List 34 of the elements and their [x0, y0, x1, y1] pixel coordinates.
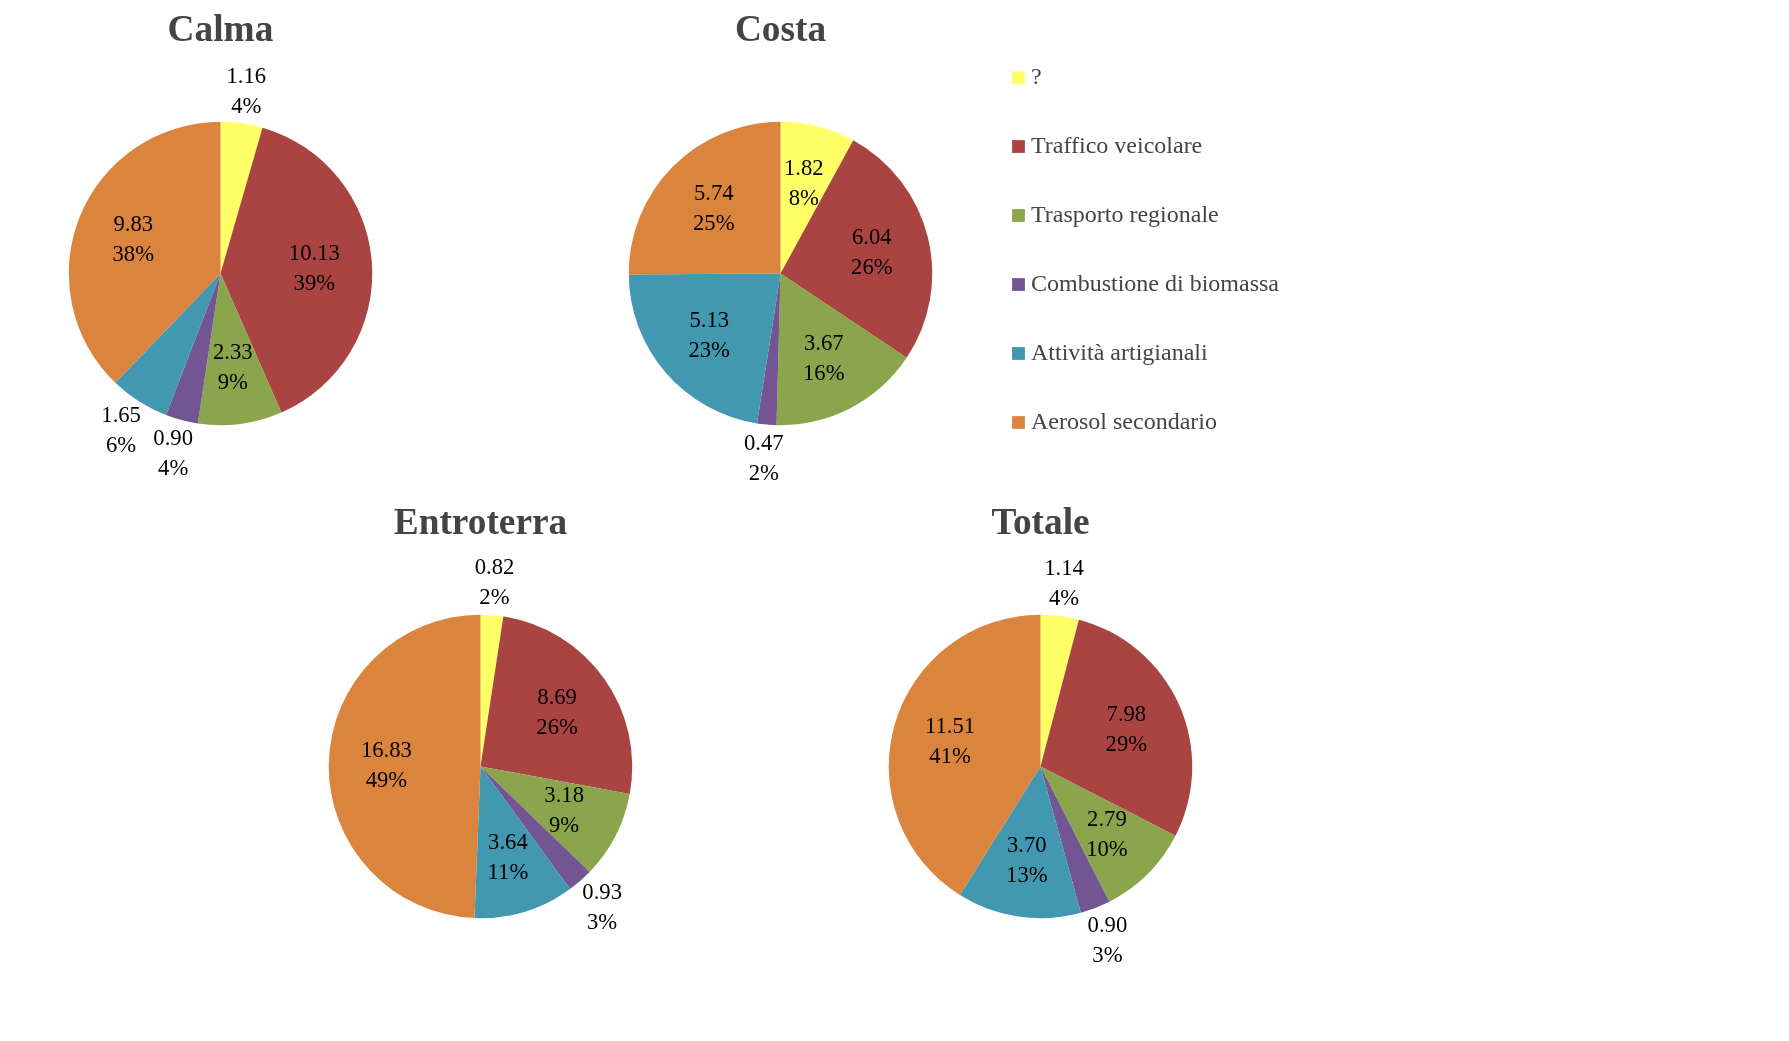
chart-title: Entroterra: [393, 500, 568, 542]
data-label: 2.33 9%: [213, 339, 253, 395]
data-label: 8.69 26%: [536, 684, 579, 740]
data-label: 1.16 4%: [226, 62, 267, 118]
legend-label: Aerosol secondario: [1031, 408, 1217, 435]
data-label: 3.64 11%: [487, 828, 529, 884]
data-label: 1.14 4%: [1044, 555, 1084, 611]
legend-label: Attività artigianali: [1031, 339, 1208, 366]
legend-label: ?: [1031, 63, 1043, 90]
data-label: 5.74 25%: [693, 179, 735, 235]
chart-title: Costa: [734, 7, 827, 49]
data-label: 3.70 13%: [1006, 832, 1048, 888]
data-label: 5.13 23%: [688, 307, 731, 363]
data-label: 6.04 26%: [851, 223, 893, 279]
data-label: 16.83 49%: [360, 737, 412, 793]
chart-title: Calma: [167, 7, 274, 49]
data-label: 0.90 4%: [153, 424, 193, 480]
data-label: 0.93 3%: [582, 878, 622, 934]
data-label: 3.67 16%: [803, 329, 845, 385]
legend-label: Trasporto regionale: [1031, 201, 1219, 228]
data-label: 1.65 6%: [101, 402, 141, 458]
data-label: 0.82 2%: [474, 554, 515, 610]
data-label: 7.98 29%: [1105, 700, 1148, 756]
data-label: 0.47 2%: [743, 430, 784, 486]
data-label: 1.82 8%: [783, 154, 824, 210]
data-label: 10.13 39%: [288, 239, 340, 295]
legend-label: Combustione di biomassa: [1031, 270, 1279, 297]
data-label: 0.90 3%: [1087, 911, 1128, 967]
data-label: 11.51 41%: [925, 712, 976, 768]
chart-title: Totale: [991, 500, 1090, 542]
data-label: 3.18 9%: [544, 782, 584, 838]
legend-label: Traffico veicolare: [1031, 132, 1203, 159]
data-label: 9.83 38%: [112, 210, 155, 266]
data-label: 2.79 10%: [1086, 805, 1128, 861]
